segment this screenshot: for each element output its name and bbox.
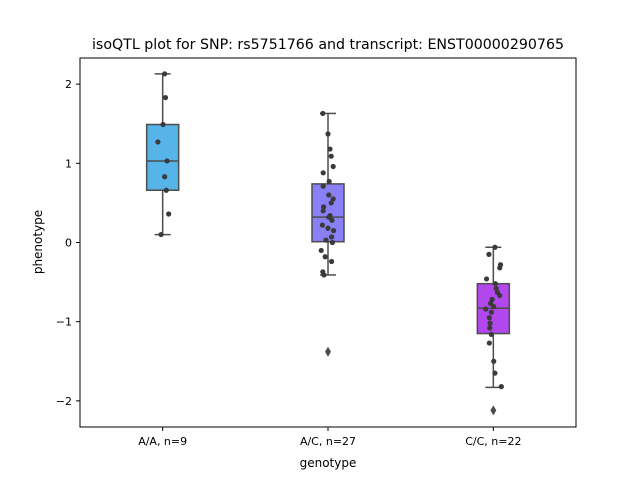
data-point	[486, 315, 492, 321]
data-point	[483, 306, 489, 312]
data-point	[492, 370, 498, 376]
data-point	[330, 196, 336, 202]
data-point	[163, 187, 169, 193]
data-point	[491, 358, 497, 364]
data-point	[483, 276, 490, 282]
data-point	[319, 222, 325, 228]
data-point	[325, 225, 331, 231]
y-tick-label: 1	[65, 157, 72, 170]
outlier-marker	[490, 405, 497, 416]
data-point	[318, 247, 324, 254]
data-point	[486, 251, 492, 257]
data-point	[486, 340, 492, 346]
data-point	[162, 94, 169, 101]
data-point	[331, 228, 337, 234]
data-point	[497, 292, 503, 299]
x-tick-label: C/C, n=22	[465, 435, 521, 448]
box-1	[145, 73, 180, 236]
data-point	[492, 281, 498, 287]
data-point	[497, 265, 503, 271]
data-point	[493, 285, 499, 292]
x-axis-label: genotype	[300, 456, 357, 470]
data-point	[329, 234, 335, 240]
y-tick-label: 0	[65, 237, 72, 250]
data-point	[320, 110, 326, 117]
data-point	[492, 244, 498, 250]
data-point	[162, 174, 168, 180]
data-point	[160, 121, 166, 128]
data-point	[158, 231, 164, 238]
y-tick-label: −1	[56, 316, 72, 329]
data-point	[321, 272, 327, 278]
data-point	[325, 131, 331, 137]
data-point	[491, 304, 497, 310]
data-point	[320, 170, 326, 176]
data-point	[329, 258, 335, 265]
data-point	[323, 237, 329, 243]
data-point	[155, 139, 161, 145]
data-point	[498, 384, 504, 390]
data-point	[326, 192, 332, 198]
data-point	[320, 183, 326, 189]
data-point	[487, 300, 494, 307]
x-tick-label: A/A, n=9	[138, 435, 187, 448]
data-point	[487, 320, 493, 326]
data-point	[329, 217, 335, 223]
data-point	[326, 214, 332, 220]
data-point	[321, 204, 327, 210]
y-axis-label: phenotype	[31, 210, 45, 274]
x-axis: A/A, n=9 A/C, n=27 C/C, n=22	[138, 427, 521, 448]
x-tick-label: A/C, n=27	[300, 435, 356, 448]
y-tick-label: −2	[56, 395, 72, 408]
box-3	[476, 246, 511, 416]
y-tick-label: 2	[65, 78, 72, 91]
boxes	[145, 73, 511, 416]
data-point	[166, 211, 172, 217]
data-point	[330, 163, 336, 170]
data-point	[327, 146, 333, 152]
data-points	[155, 71, 504, 390]
outlier-marker	[325, 346, 331, 357]
data-point	[329, 239, 335, 246]
data-point	[488, 331, 494, 337]
data-point	[487, 325, 493, 331]
data-point	[328, 200, 334, 206]
data-point	[488, 309, 494, 315]
chart-title: isoQTL plot for SNP: rs5751766 and trans…	[92, 37, 564, 53]
data-point	[328, 153, 334, 159]
y-axis: −2 −1 0 1 2	[56, 78, 80, 408]
data-point	[322, 254, 328, 260]
data-point	[326, 178, 332, 185]
data-point	[164, 158, 170, 164]
data-point	[162, 71, 168, 77]
iqr-box	[145, 123, 180, 191]
data-point	[489, 296, 495, 303]
data-point	[320, 208, 326, 214]
